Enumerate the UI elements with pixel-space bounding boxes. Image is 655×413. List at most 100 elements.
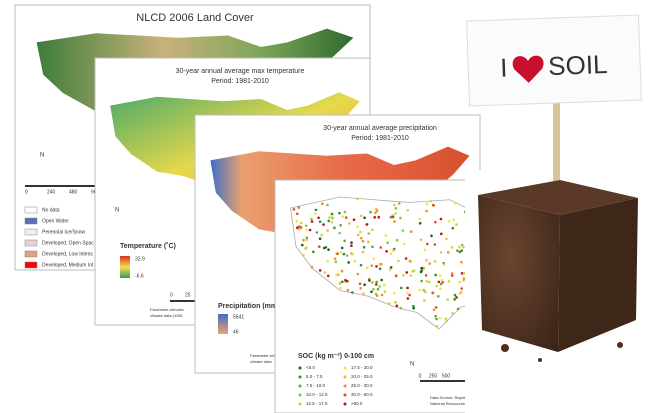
site-dot <box>375 265 378 268</box>
site-dot <box>406 286 409 290</box>
site-dot <box>455 249 459 252</box>
site-dot <box>399 216 402 220</box>
site-dot <box>405 271 409 274</box>
site-dot <box>373 216 377 219</box>
site-dot <box>393 203 396 207</box>
sign: I SOIL <box>466 14 642 107</box>
legend-label: 5.0 - 7.5 <box>306 374 323 379</box>
site-dot <box>423 248 427 252</box>
site-dot <box>389 266 393 269</box>
site-dot <box>304 247 307 250</box>
site-dot <box>326 274 330 278</box>
legend-label: Perennial Ice/Snow <box>42 229 85 235</box>
site-dot <box>369 210 372 214</box>
site-dot <box>399 306 403 310</box>
site-dot <box>295 219 299 223</box>
site-dot <box>320 233 324 237</box>
map-subtitle: Period: 1981-2010 <box>211 78 269 85</box>
site-dot <box>450 274 454 277</box>
scale-label: 0 <box>419 373 422 379</box>
site-dot <box>339 223 342 227</box>
site-dot <box>363 283 366 287</box>
site-dot <box>370 290 373 294</box>
legend-swatch <box>343 393 347 397</box>
map-title: 30-year annual average max temperature <box>176 68 305 75</box>
site-dot <box>418 288 421 292</box>
site-dot <box>391 215 395 219</box>
site-dot <box>376 287 380 291</box>
site-dot <box>420 279 423 283</box>
legend-swatch <box>343 366 347 370</box>
legend-label: 20.0 - 25.0 <box>351 374 373 379</box>
site-dot <box>315 231 319 234</box>
site-dot <box>462 277 466 280</box>
site-dot <box>380 293 384 297</box>
site-dot <box>351 291 354 294</box>
site-dot <box>365 223 369 226</box>
site-dot <box>433 260 437 263</box>
site-dot <box>425 209 428 213</box>
legend-swatch <box>24 250 38 258</box>
legend-swatch <box>24 261 38 269</box>
site-dot <box>418 221 422 225</box>
site-dot <box>371 281 374 284</box>
site-dot <box>292 208 296 211</box>
site-dot <box>435 317 438 321</box>
site-dot <box>310 220 314 223</box>
site-dot <box>441 280 445 284</box>
legend-swatch <box>24 228 38 236</box>
site-dot <box>439 287 442 291</box>
site-dot <box>409 274 413 277</box>
legend-swatch <box>343 402 347 406</box>
legend-label: Developed, Open Spac <box>42 240 94 246</box>
site-dot <box>392 248 395 252</box>
site-dot <box>427 280 431 284</box>
site-dot <box>326 229 329 232</box>
site-dot <box>435 324 438 328</box>
legend-label: -6.6 <box>135 273 144 279</box>
site-dot <box>422 288 426 292</box>
site-dot <box>439 217 443 221</box>
site-dot <box>451 226 455 230</box>
site-dot <box>393 220 396 223</box>
legend-title: Precipitation (mm <box>218 303 277 310</box>
site-dot <box>387 302 391 305</box>
site-dot <box>425 279 429 283</box>
site-dot <box>386 241 389 245</box>
legend-swatch <box>298 375 302 379</box>
site-dot <box>383 283 386 287</box>
site-dot <box>394 212 397 215</box>
site-dot <box>330 214 333 218</box>
site-dot <box>397 202 401 205</box>
site-dot <box>419 238 423 241</box>
site-dot <box>379 246 383 249</box>
site-dot <box>350 241 353 244</box>
site-dot <box>313 212 317 215</box>
site-dot <box>429 199 433 203</box>
site-dot <box>375 280 379 284</box>
site-dot <box>424 274 428 277</box>
site-dot <box>363 216 366 220</box>
site-dot <box>322 246 326 250</box>
site-dot <box>304 224 308 227</box>
site-dot <box>460 260 463 264</box>
site-dot <box>439 232 443 236</box>
site-dot <box>446 251 450 254</box>
site-dot <box>336 252 339 256</box>
site-dot <box>356 197 359 201</box>
site-dot <box>338 281 342 285</box>
site-dot <box>378 285 381 288</box>
legend-label: 7.5 - 10.0 <box>306 383 326 388</box>
site-dot <box>385 250 388 253</box>
site-dot <box>359 214 363 218</box>
site-dot <box>432 308 436 312</box>
site-dot <box>378 262 382 266</box>
site-dot <box>299 226 303 229</box>
legend-label: 46 <box>233 329 239 335</box>
site-dot <box>430 234 433 238</box>
scale-label: 240 <box>47 189 56 195</box>
site-dot <box>431 291 434 295</box>
site-dot <box>422 266 425 270</box>
site-dot <box>403 242 406 246</box>
site-dot <box>375 209 379 213</box>
